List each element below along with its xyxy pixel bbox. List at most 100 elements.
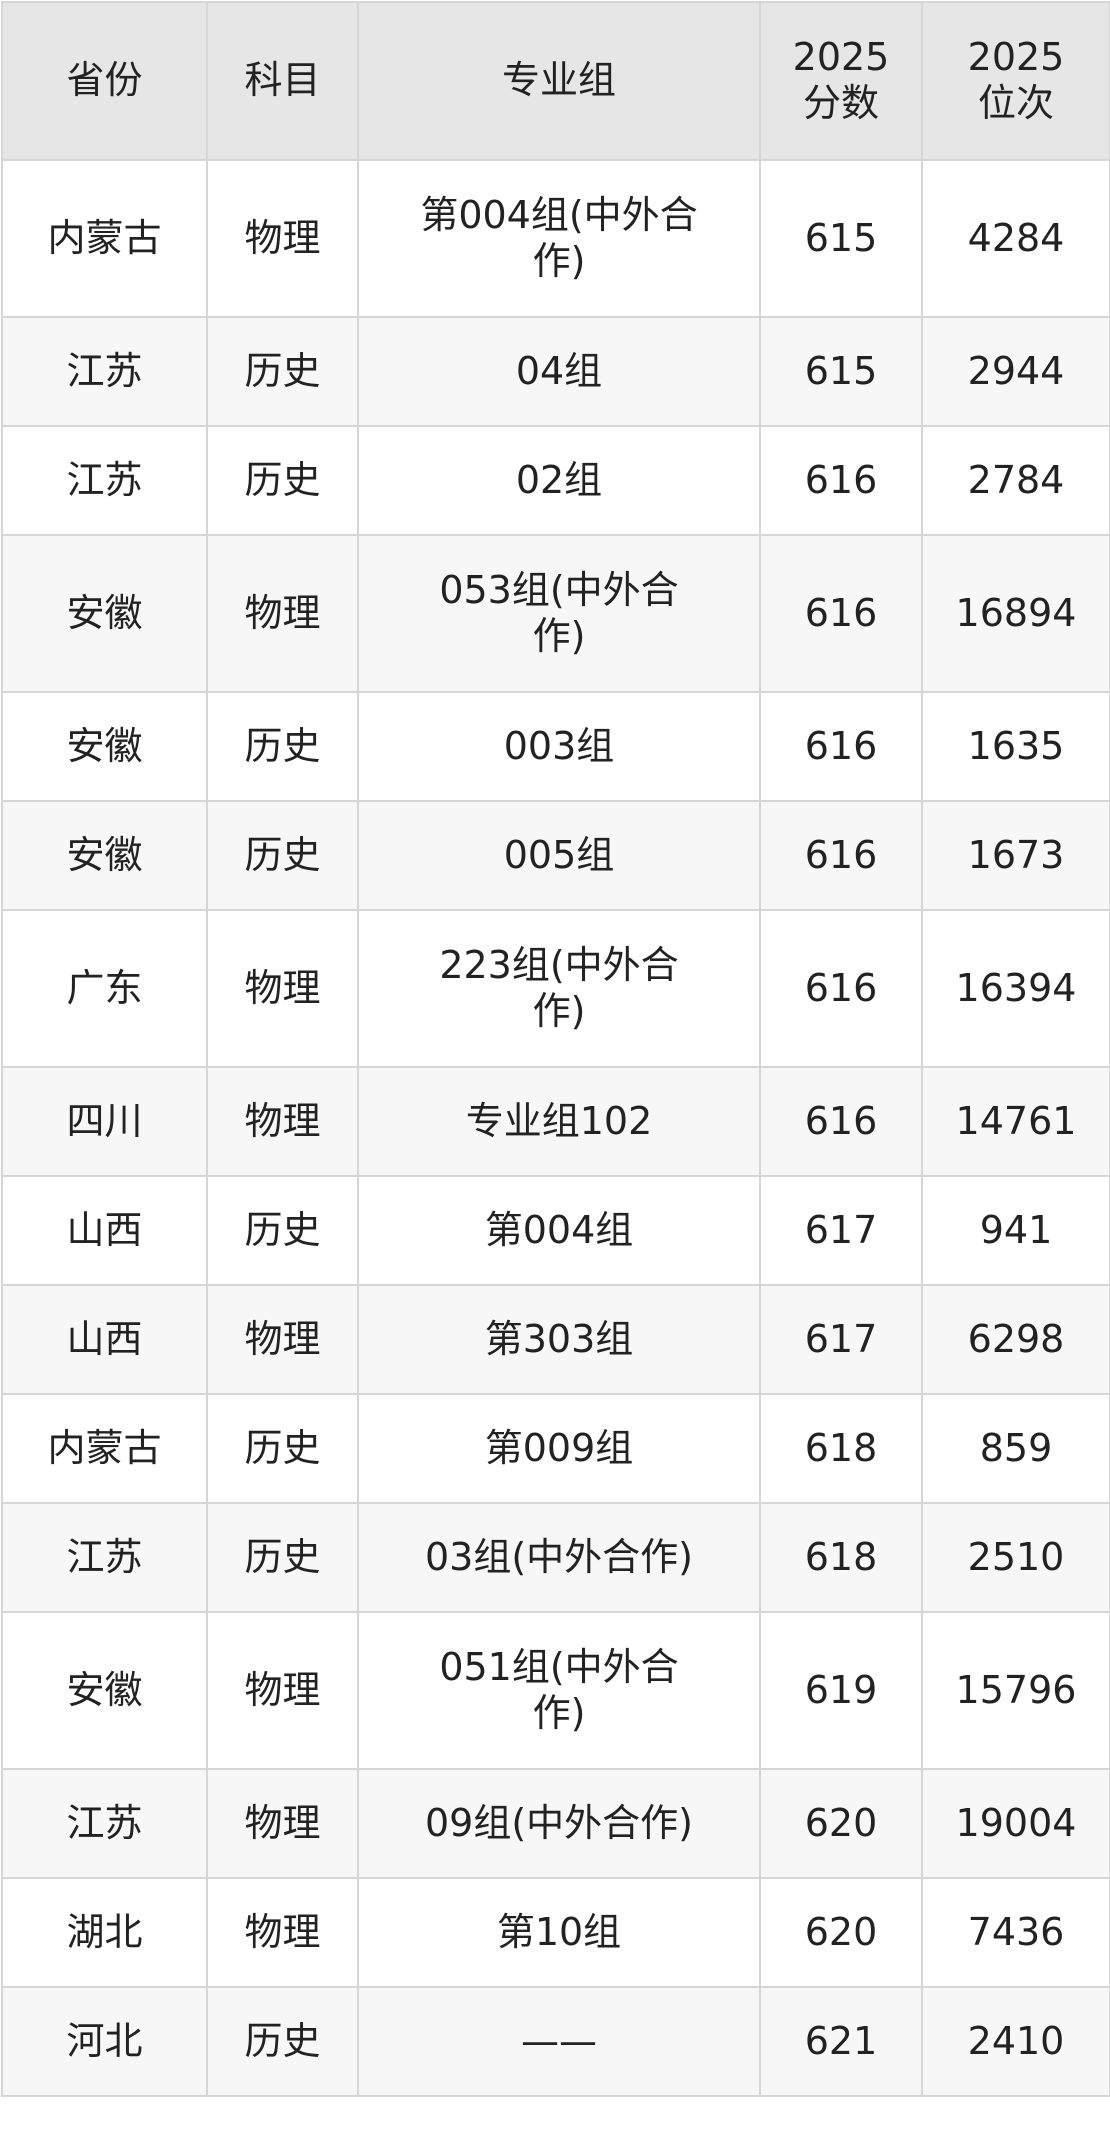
cell-text: 620: [804, 1800, 878, 1845]
cell-text: 内蒙古: [47, 1425, 162, 1470]
table-cell: 616: [759, 425, 923, 536]
cell-text: 四川: [66, 1098, 143, 1143]
cell-text: 历史: [244, 457, 321, 502]
table-cell: 历史: [206, 1986, 359, 2097]
table-cell: 江苏: [1, 316, 208, 427]
table-cell: 2784: [921, 425, 1110, 536]
table-cell: 安徽: [1, 691, 208, 802]
table-cell: 历史: [206, 1502, 359, 1613]
table-cell: 第303组: [357, 1284, 761, 1395]
table-cell: 617: [759, 1284, 923, 1395]
cell-text: 内蒙古: [47, 215, 162, 260]
cell-text: 河北: [66, 2018, 143, 2063]
cell-text: 16894: [955, 590, 1077, 635]
header-cell: 2025 位次: [921, 1, 1110, 161]
table-cell: 江苏: [1, 1502, 208, 1613]
table-cell: 2410: [921, 1986, 1110, 2097]
table-cell: 物理: [206, 1611, 359, 1770]
table-row: 安徽 物理 053组(中外合作) 616 16894: [1, 534, 1110, 693]
cell-text: 安徽: [66, 832, 143, 877]
table-cell: 617: [759, 1175, 923, 1286]
table-row: 山西 历史 第004组 617 941: [1, 1175, 1110, 1286]
cell-text: 02组: [515, 457, 603, 502]
cell-text: 安徽: [66, 723, 143, 768]
header-cell: 2025 分数: [759, 1, 923, 161]
table-cell: 16394: [921, 909, 1110, 1068]
cell-text: 2510: [967, 1534, 1065, 1579]
cell-text: 物理: [244, 1098, 321, 1143]
cell-text: 04组: [515, 348, 603, 393]
table-cell: 第009组: [357, 1393, 761, 1504]
table-cell: 005组: [357, 800, 761, 911]
table-cell: 616: [759, 1066, 923, 1177]
table-cell: 历史: [206, 1393, 359, 1504]
table-cell: 内蒙古: [1, 159, 208, 318]
table-row: 内蒙古 物理 第004组(中外合作) 615 4284: [1, 159, 1110, 318]
table-cell: 物理: [206, 1768, 359, 1879]
table-cell: 安徽: [1, 534, 208, 693]
cell-text: 江苏: [66, 457, 143, 502]
cell-text: 620: [804, 1909, 878, 1954]
table-row: 江苏 历史 02组 616 2784: [1, 425, 1110, 536]
table-cell: 616: [759, 691, 923, 802]
table-cell: 历史: [206, 425, 359, 536]
table-row: 安徽 物理 051组(中外合作) 619 15796: [1, 1611, 1110, 1770]
cell-text: 广东: [66, 965, 143, 1010]
table-cell: 618: [759, 1393, 923, 1504]
table-row: 四川 物理 专业组102 616 14761: [1, 1066, 1110, 1177]
cell-text: 第303组: [484, 1316, 634, 1361]
table-cell: 618: [759, 1502, 923, 1613]
table-cell: 历史: [206, 800, 359, 911]
cell-text: 15796: [955, 1667, 1077, 1712]
table-cell: 02组: [357, 425, 761, 536]
cell-text: 山西: [66, 1207, 143, 1252]
table-cell: 620: [759, 1877, 923, 1988]
cell-text: 051组(中外合作): [439, 1644, 679, 1735]
header-text: 科目: [244, 58, 321, 103]
header-text: 2025 分数: [792, 35, 890, 125]
table-cell: 7436: [921, 1877, 1110, 1988]
cell-text: 第004组: [484, 1207, 634, 1252]
table-cell: 941: [921, 1175, 1110, 1286]
cell-text: 历史: [244, 348, 321, 393]
table-cell: 第004组: [357, 1175, 761, 1286]
cell-text: 物理: [244, 1667, 321, 1712]
cell-text: 江苏: [66, 1534, 143, 1579]
table-cell: ——: [357, 1986, 761, 2097]
table-cell: 19004: [921, 1768, 1110, 1879]
cell-text: 19004: [955, 1800, 1077, 1845]
cell-text: 617: [804, 1207, 878, 1252]
cell-text: 1635: [967, 723, 1065, 768]
table-cell: 16894: [921, 534, 1110, 693]
cell-text: 物理: [244, 1800, 321, 1845]
table-cell: 616: [759, 534, 923, 693]
cell-text: 616: [804, 1098, 878, 1143]
table-cell: 051组(中外合作): [357, 1611, 761, 1770]
table-row: 河北 历史 —— 621 2410: [1, 1986, 1110, 2097]
cell-text: 1673: [967, 832, 1065, 877]
table-cell: 专业组102: [357, 1066, 761, 1177]
table-cell: 第10组: [357, 1877, 761, 1988]
table-cell: 历史: [206, 1175, 359, 1286]
cell-text: 历史: [244, 723, 321, 768]
table-cell: 历史: [206, 316, 359, 427]
table-cell: 历史: [206, 691, 359, 802]
table-cell: 15796: [921, 1611, 1110, 1770]
table-cell: 安徽: [1, 1611, 208, 1770]
cell-text: 山西: [66, 1316, 143, 1361]
cell-text: 859: [979, 1425, 1053, 1470]
cell-text: 江苏: [66, 348, 143, 393]
table-cell: 4284: [921, 159, 1110, 318]
cell-text: 第10组: [496, 1909, 622, 1954]
table-cell: 14761: [921, 1066, 1110, 1177]
cell-text: 14761: [955, 1098, 1077, 1143]
cell-text: 16394: [955, 965, 1077, 1010]
table-cell: 223组(中外合作): [357, 909, 761, 1068]
table-cell: 安徽: [1, 800, 208, 911]
cell-text: 第009组: [484, 1425, 634, 1470]
cell-text: 江苏: [66, 1800, 143, 1845]
table-row: 江苏 历史 03组(中外合作) 618 2510: [1, 1502, 1110, 1613]
cell-text: 湖北: [66, 1909, 143, 1954]
cell-text: 安徽: [66, 590, 143, 635]
